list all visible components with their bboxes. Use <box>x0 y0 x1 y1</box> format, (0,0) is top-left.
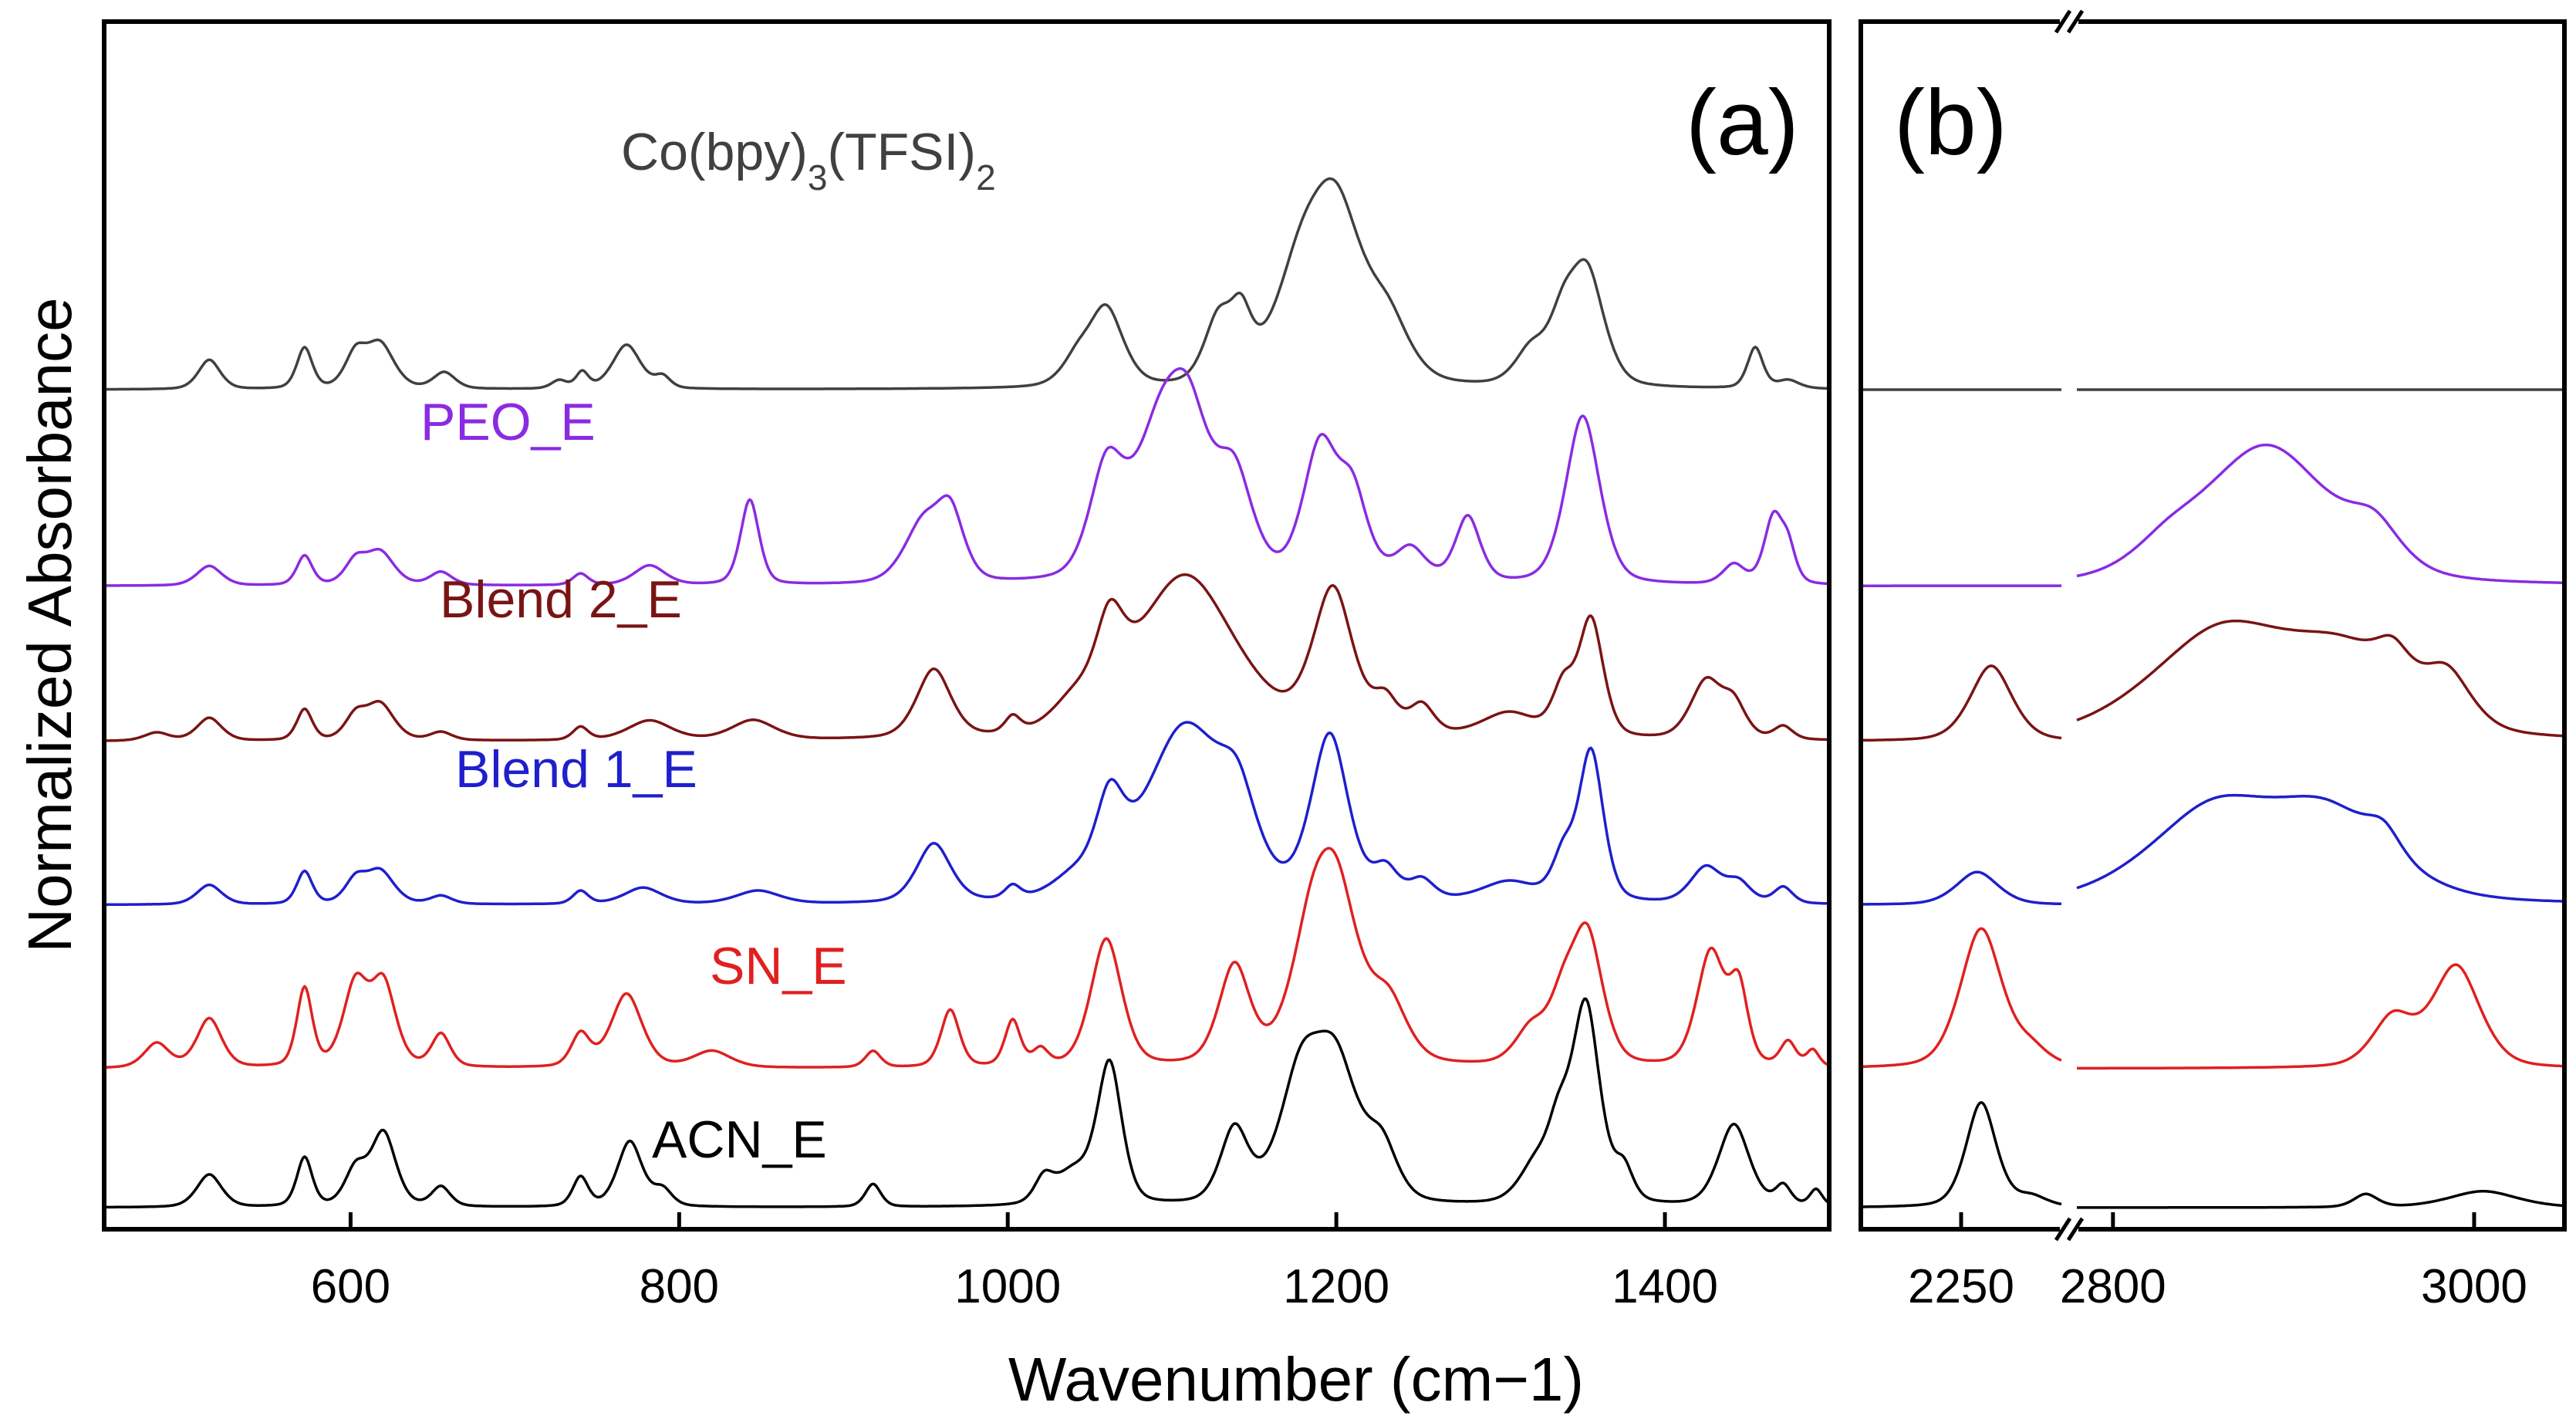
x-tick-label-3000: 3000 <box>2421 1260 2527 1313</box>
series-label-blend1: Blend 1_E <box>455 740 697 799</box>
axis-break-slash-top-0 <box>2054 9 2072 34</box>
panel-a-label: (a) <box>1686 71 1799 174</box>
cobpy-label-mid: (TFSI) <box>827 123 976 181</box>
series-label-peo: PEO_E <box>420 393 596 451</box>
axis-break-slash-bottom-0 <box>2054 1217 2072 1242</box>
x-tick-label-2800: 2800 <box>2060 1260 2166 1313</box>
x-tick-label-800: 800 <box>640 1260 719 1313</box>
axis-break-slash-bottom-1 <box>2066 1217 2085 1242</box>
series-group <box>103 177 2565 1209</box>
series-line-co-bpy-3-tfsi-2-panel-a <box>104 177 1830 391</box>
axis-break-slash-top-1 <box>2066 9 2085 34</box>
series-line-blend-2-e-panel-a <box>104 573 1829 742</box>
series-line-sn-e-panel-b-right <box>2077 963 2565 1070</box>
series-line-blend-1-e-panel-a <box>104 721 1830 907</box>
cobpy-label-sub1: 3 <box>808 157 828 198</box>
cobpy-label-main: Co(bpy) <box>621 123 808 181</box>
axis-break-marks <box>2054 9 2085 1242</box>
series-line-blend-1-e-panel-b-right <box>2076 793 2564 903</box>
series-line-blend-1-e-panel-b-left <box>1860 870 2062 906</box>
cobpy-label-sub2: 2 <box>976 157 996 198</box>
series-line-sn-e-panel-b-left <box>1860 927 2062 1069</box>
series-label-cobpy: Co(bpy)3(TFSI)2 <box>621 123 996 198</box>
series-line-acn-e-panel-b-left <box>1860 1101 2062 1208</box>
series-line-sn-e-panel-a <box>103 846 1830 1069</box>
panel-b-label: (b) <box>1894 71 2007 174</box>
series-line-blend-2-e-panel-b-right <box>2076 619 2565 738</box>
x-tick-label-1400: 1400 <box>1612 1260 1718 1313</box>
series-label-sn: SN_E <box>710 937 847 995</box>
series-label-blend2: Blend 2_E <box>440 570 682 629</box>
series-label-acn: ACN_E <box>652 1110 827 1169</box>
series-line-acn-e-panel-a <box>104 997 1831 1209</box>
x-tick-label-600: 600 <box>311 1260 390 1313</box>
panel-a-frame <box>102 19 1832 1232</box>
x-tick-label-2250: 2250 <box>1908 1260 2014 1313</box>
x-tick-label-1000: 1000 <box>954 1260 1061 1313</box>
series-line-blend-2-e-panel-b-left <box>1860 664 2062 742</box>
series-line-peo-e-panel-b-right <box>2076 443 2564 585</box>
x-axis-title: Wavenumber (cm−1) <box>1008 1345 1584 1414</box>
series-line-peo-e-panel-a <box>104 367 1830 587</box>
panel-b-frame <box>1859 19 2567 1232</box>
ticks-group: 600 800 1000 1200 1400 2250 2800 3000 <box>311 1212 2527 1313</box>
y-axis-title: Normalized Absorbance <box>15 297 84 952</box>
x-tick-label-1200: 1200 <box>1283 1260 1389 1313</box>
series-line-acn-e-panel-b-right <box>2077 1189 2565 1209</box>
